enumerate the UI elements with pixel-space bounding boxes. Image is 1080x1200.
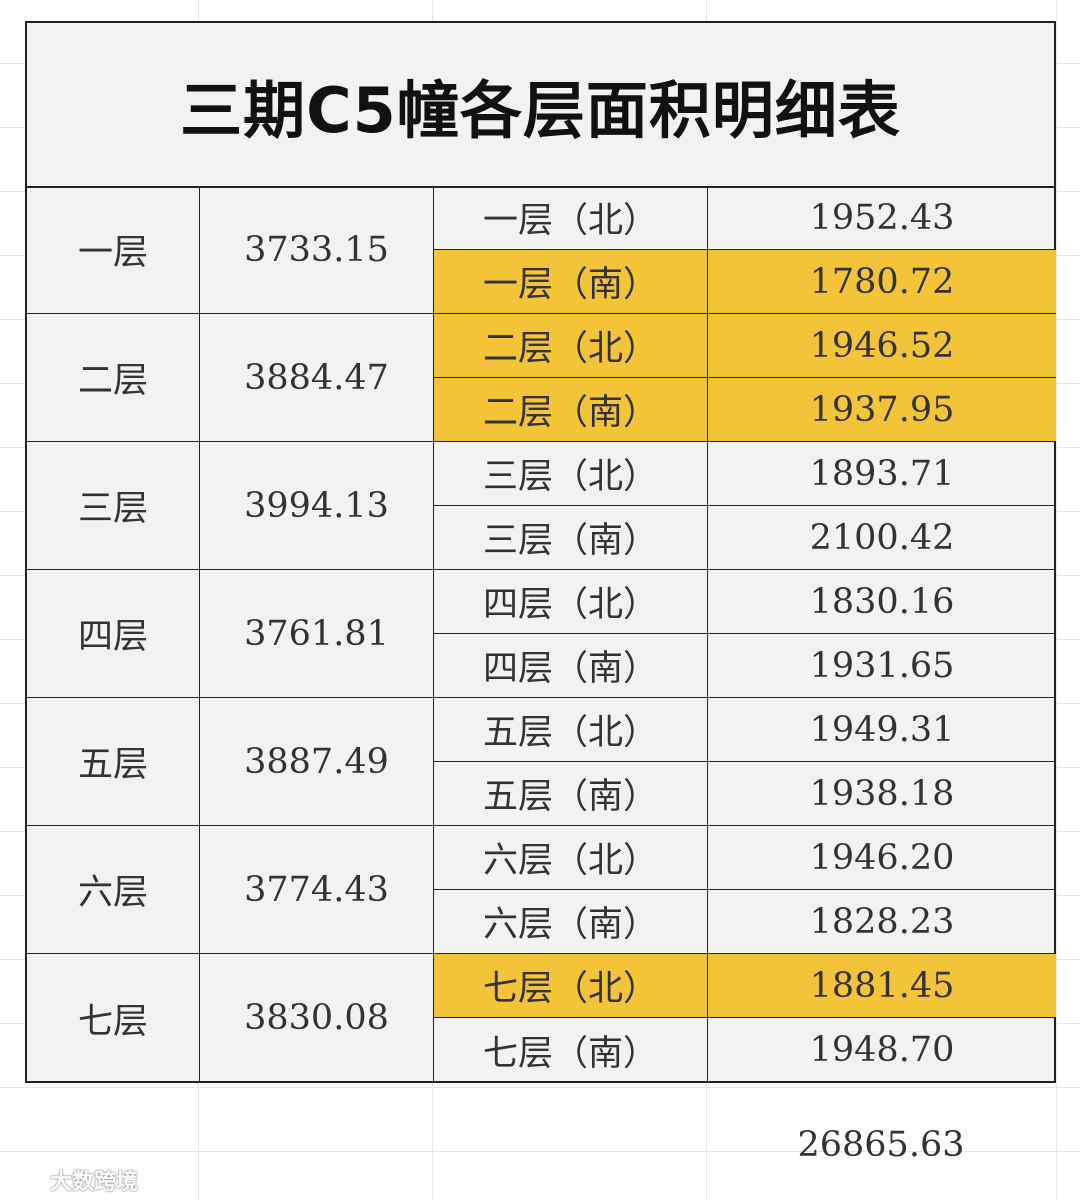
sub-area-value-cell[interactable]: 1952.43 bbox=[708, 186, 1056, 250]
sub-area-value-cell[interactable]: 1948.70 bbox=[809, 1030, 955, 1070]
watermark-text: 大数跨境 bbox=[50, 1170, 139, 1195]
floor-total-cell[interactable]: 3887.49 bbox=[200, 698, 434, 826]
sub-area-label-cell[interactable]: 五层（北） bbox=[434, 698, 708, 762]
floor-total-cell[interactable]: 3994.13 bbox=[200, 442, 434, 570]
sub-area-value-cell[interactable]: 1946.52 bbox=[708, 314, 1056, 378]
area-table: 三期C5幢各层面积明细表 一层 3733.15 一层（北） 1952.43 一层（南） 1… bbox=[25, 21, 1056, 1083]
watermark: 大数跨境 bbox=[10, 1164, 138, 1196]
sub-area-value-cell[interactable]: 1893.71 bbox=[708, 442, 1056, 506]
sub-area-value-cell[interactable]: 1946.20 bbox=[708, 826, 1056, 890]
sub-area-label-cell[interactable]: 三层（南） bbox=[434, 506, 708, 570]
grid-column-line bbox=[1056, 0, 1057, 1200]
floor-name-cell[interactable]: 三层 bbox=[27, 442, 200, 570]
sub-area-label-cell[interactable]: 六层（北） bbox=[434, 826, 708, 890]
sub-area-label-cell[interactable]: 七层（北） bbox=[434, 954, 708, 1018]
floor-name-cell[interactable]: 一层 bbox=[27, 186, 200, 314]
table-title: 三期C5幢各层面积明细表 bbox=[27, 23, 1054, 188]
sub-area-value-cell[interactable]: 1830.16 bbox=[708, 570, 1056, 634]
sub-area-label-cell[interactable]: 七层（南） bbox=[434, 1018, 708, 1082]
floor-name-cell[interactable]: 五层 bbox=[27, 698, 200, 826]
sub-area-value-cell[interactable]: 1828.23 bbox=[708, 890, 1056, 954]
floor-total-cell[interactable]: 3884.47 bbox=[200, 314, 434, 442]
sub-area-label-cell[interactable]: 五层（南） bbox=[434, 762, 708, 826]
sub-area-label-cell[interactable]: 三层（北） bbox=[434, 442, 708, 506]
sub-area-value-cell[interactable]: 1949.31 bbox=[708, 698, 1056, 762]
sub-area-value-cell[interactable]: 1937.95 bbox=[708, 378, 1056, 442]
sub-area-label-cell[interactable]: 二层（北） bbox=[434, 314, 708, 378]
sub-area-label-cell[interactable]: 一层（南） bbox=[434, 250, 708, 314]
floor-name-cell[interactable]: 七层 bbox=[27, 954, 200, 1082]
sub-area-label-cell[interactable]: 四层（南） bbox=[434, 634, 708, 698]
floor-total-cell[interactable]: 3774.43 bbox=[200, 826, 434, 954]
sub-area-label-cell[interactable]: 四层（北） bbox=[434, 570, 708, 634]
grand-total-value[interactable]: 26865.63 bbox=[797, 1125, 965, 1165]
sub-area-value-cell[interactable]: 1931.65 bbox=[708, 634, 1056, 698]
floor-name-cell[interactable]: 六层 bbox=[27, 826, 200, 954]
sub-area-value-cell[interactable]: 1938.18 bbox=[708, 762, 1056, 826]
floor-name-cell[interactable]: 二层 bbox=[27, 314, 200, 442]
floor-total-cell[interactable]: 3830.08 bbox=[200, 954, 434, 1082]
sub-area-value-cell[interactable]: 1780.72 bbox=[708, 250, 1056, 314]
floor-name-cell[interactable]: 四层 bbox=[27, 570, 200, 698]
floor-total-cell[interactable]: 3733.15 bbox=[200, 186, 434, 314]
sub-area-value-cell[interactable]: 1881.45 bbox=[708, 954, 1056, 1018]
floor-total-cell[interactable]: 3761.81 bbox=[200, 570, 434, 698]
sub-area-value-cell[interactable]: 2100.42 bbox=[708, 506, 1056, 570]
watermark-logo-icon bbox=[10, 1173, 42, 1189]
sub-area-label-cell[interactable]: 一层（北） bbox=[434, 186, 708, 250]
sub-area-label-cell[interactable]: 六层（南） bbox=[434, 890, 708, 954]
sub-area-label-cell[interactable]: 二层（南） bbox=[434, 378, 708, 442]
